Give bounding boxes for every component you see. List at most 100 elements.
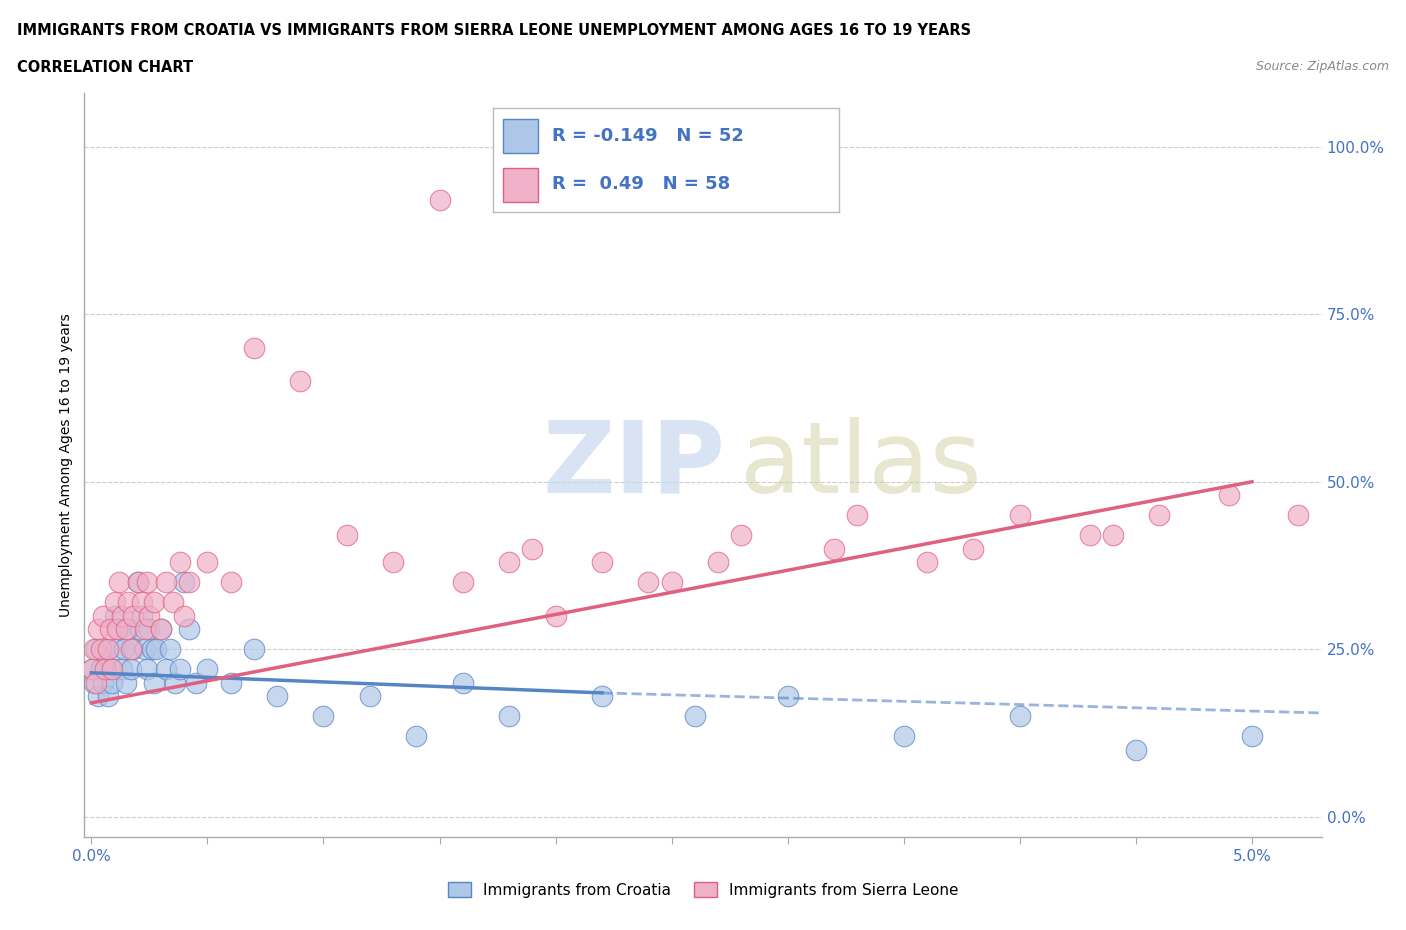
Point xyxy=(136,575,159,590)
Point xyxy=(451,675,474,690)
Point xyxy=(84,675,107,690)
Point xyxy=(290,374,312,389)
Point xyxy=(87,689,110,704)
Point xyxy=(219,575,242,590)
Point xyxy=(1008,709,1031,724)
Point xyxy=(127,575,149,590)
Point xyxy=(173,608,195,623)
Point xyxy=(962,541,984,556)
Text: CORRELATION CHART: CORRELATION CHART xyxy=(17,60,193,75)
Point xyxy=(108,575,131,590)
Point xyxy=(915,555,938,570)
Point xyxy=(105,642,128,657)
Point xyxy=(163,675,186,690)
Point xyxy=(177,622,200,637)
Point xyxy=(382,555,405,570)
Point xyxy=(243,340,266,355)
Point xyxy=(149,622,172,637)
Y-axis label: Unemployment Among Ages 16 to 19 years: Unemployment Among Ages 16 to 19 years xyxy=(59,313,73,617)
Point xyxy=(173,575,195,590)
Point xyxy=(219,675,242,690)
Point xyxy=(591,689,613,704)
Point xyxy=(359,689,381,704)
Point xyxy=(90,642,112,657)
Point xyxy=(846,508,869,523)
Point xyxy=(91,675,114,690)
Point xyxy=(312,709,335,724)
Point xyxy=(661,575,683,590)
Point xyxy=(131,608,153,623)
Point xyxy=(141,642,163,657)
Point xyxy=(776,689,799,704)
Point xyxy=(83,642,105,657)
Point xyxy=(138,608,160,623)
Point xyxy=(98,622,121,637)
Point xyxy=(1286,508,1309,523)
Point xyxy=(110,662,132,677)
Point xyxy=(127,575,149,590)
Point xyxy=(122,642,145,657)
Text: atlas: atlas xyxy=(740,417,981,513)
Point xyxy=(120,642,142,657)
Point xyxy=(143,595,166,610)
Point xyxy=(707,555,730,570)
Point xyxy=(108,622,131,637)
Point xyxy=(94,662,117,677)
Point xyxy=(1218,487,1240,502)
Point xyxy=(101,675,124,690)
Point xyxy=(169,662,191,677)
Point xyxy=(105,622,128,637)
Point xyxy=(117,595,139,610)
Point xyxy=(730,528,752,543)
Point xyxy=(1101,528,1123,543)
Point xyxy=(110,608,132,623)
Point xyxy=(82,662,104,677)
Point xyxy=(138,622,160,637)
Point xyxy=(336,528,359,543)
Point xyxy=(136,662,159,677)
Point xyxy=(177,575,200,590)
Point xyxy=(83,675,105,690)
Point xyxy=(184,675,207,690)
Legend: Immigrants from Croatia, Immigrants from Sierra Leone: Immigrants from Croatia, Immigrants from… xyxy=(441,875,965,904)
Point xyxy=(1240,729,1263,744)
Point xyxy=(91,608,114,623)
Point xyxy=(103,595,125,610)
Point xyxy=(101,662,124,677)
Point xyxy=(1008,508,1031,523)
Point xyxy=(112,642,135,657)
Point xyxy=(122,608,145,623)
Point xyxy=(120,662,142,677)
Point xyxy=(82,662,104,677)
Point xyxy=(84,642,107,657)
Point xyxy=(498,709,520,724)
Point xyxy=(429,193,451,207)
Point xyxy=(143,675,166,690)
Point xyxy=(94,642,117,657)
Text: IMMIGRANTS FROM CROATIA VS IMMIGRANTS FROM SIERRA LEONE UNEMPLOYMENT AMONG AGES : IMMIGRANTS FROM CROATIA VS IMMIGRANTS FR… xyxy=(17,23,972,38)
Point xyxy=(117,622,139,637)
Point xyxy=(823,541,845,556)
Point xyxy=(149,622,172,637)
Point xyxy=(197,662,219,677)
Point xyxy=(243,642,266,657)
Point xyxy=(87,622,110,637)
Point xyxy=(498,555,520,570)
Point xyxy=(893,729,915,744)
Point xyxy=(98,662,121,677)
Point xyxy=(451,575,474,590)
Point xyxy=(103,608,125,623)
Point xyxy=(115,675,138,690)
Point xyxy=(1147,508,1170,523)
Text: ZIP: ZIP xyxy=(543,417,725,513)
Point xyxy=(155,662,177,677)
Point xyxy=(637,575,659,590)
Point xyxy=(1078,528,1101,543)
Point xyxy=(129,622,152,637)
Point xyxy=(1381,528,1403,543)
Point xyxy=(155,575,177,590)
Point xyxy=(90,662,112,677)
Point xyxy=(683,709,706,724)
Point xyxy=(134,642,156,657)
Point xyxy=(544,608,567,623)
